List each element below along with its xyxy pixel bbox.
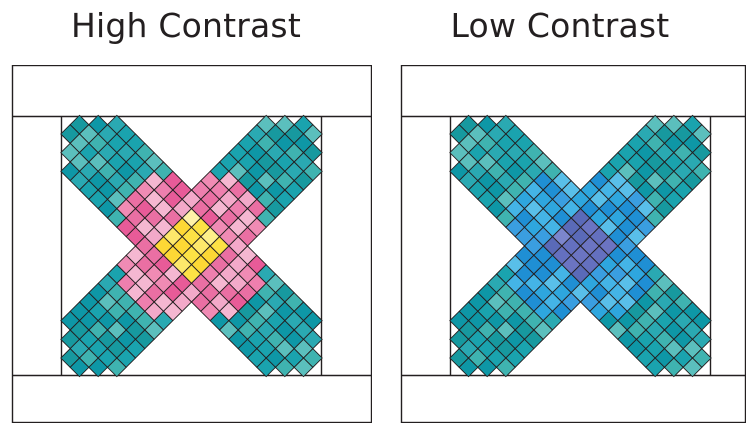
low-contrast-quilt-block <box>400 65 746 423</box>
patch-square <box>477 357 498 378</box>
patchwork-x <box>449 114 712 378</box>
high-contrast-quilt-block <box>11 65 372 423</box>
patch-square <box>645 357 666 378</box>
patchwork-x <box>60 114 323 378</box>
patch-square <box>682 357 703 378</box>
patch-square <box>106 357 127 378</box>
patch-square <box>274 357 295 378</box>
patch-square <box>69 357 90 378</box>
patch-square <box>256 357 277 378</box>
patch-square <box>495 357 516 378</box>
high-contrast-title: High Contrast <box>71 6 301 45</box>
low-contrast-title: Low Contrast <box>450 6 670 45</box>
patch-square <box>663 357 684 378</box>
patch-square <box>293 357 314 378</box>
patch-square <box>88 357 109 378</box>
patch-square <box>458 357 479 378</box>
